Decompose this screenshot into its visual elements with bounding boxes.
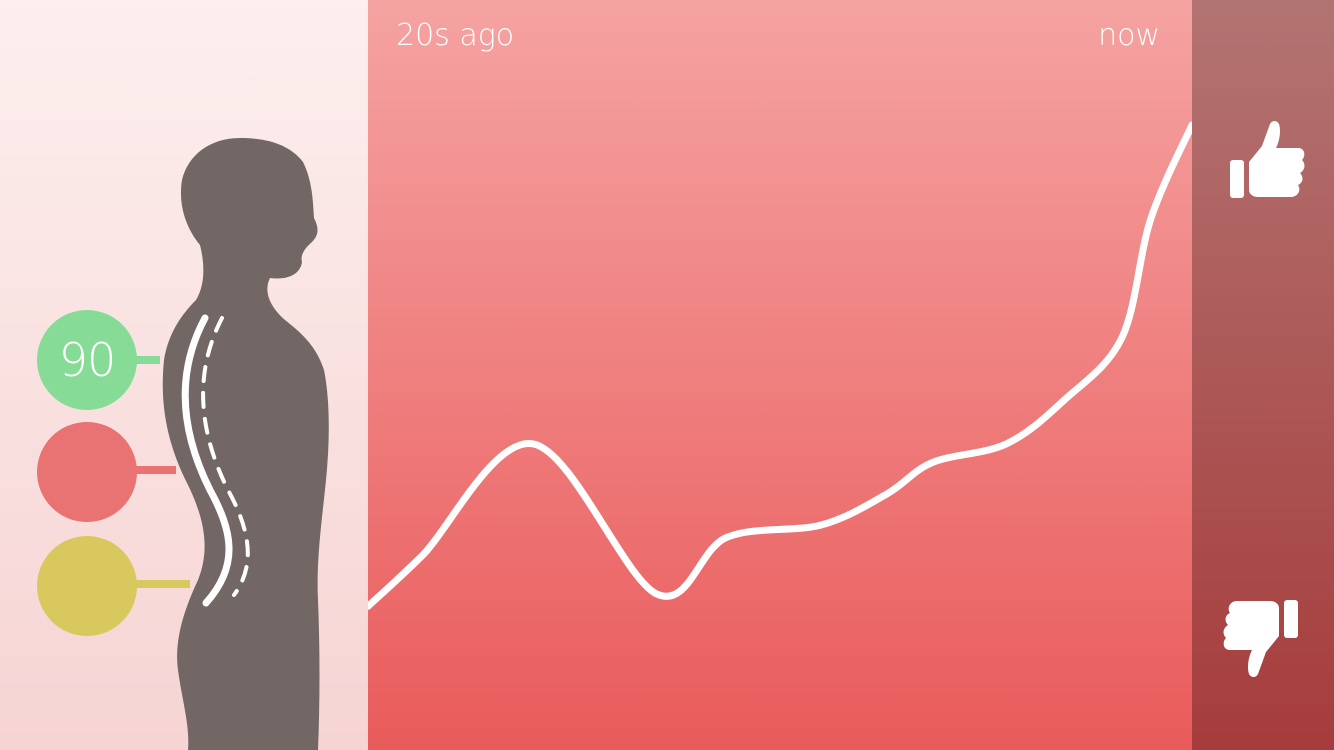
thumbs-up-icon	[1230, 121, 1305, 198]
thumbs-down-icon	[1223, 600, 1298, 677]
upper-sensor-badge: 90	[37, 310, 137, 410]
body-silhouette	[162, 138, 329, 750]
thumbs-up-button[interactable]	[1222, 118, 1306, 202]
middle-sensor-badge	[37, 422, 137, 522]
chart-start-label: 20s ago	[396, 18, 515, 53]
sensor-connector	[130, 466, 176, 474]
sensor-connector	[130, 356, 160, 364]
sensor-connector	[130, 580, 190, 588]
lower-sensor-badge	[37, 536, 137, 636]
feedback-panel	[1192, 0, 1334, 750]
posture-chart: 20s ago now	[368, 0, 1192, 750]
chart-plot-area	[368, 121, 1192, 610]
chart-end-label: now	[1098, 18, 1160, 53]
posture-trend-line	[368, 121, 1192, 610]
posture-panel: 90	[0, 0, 368, 750]
thumbs-down-button[interactable]	[1222, 596, 1306, 680]
